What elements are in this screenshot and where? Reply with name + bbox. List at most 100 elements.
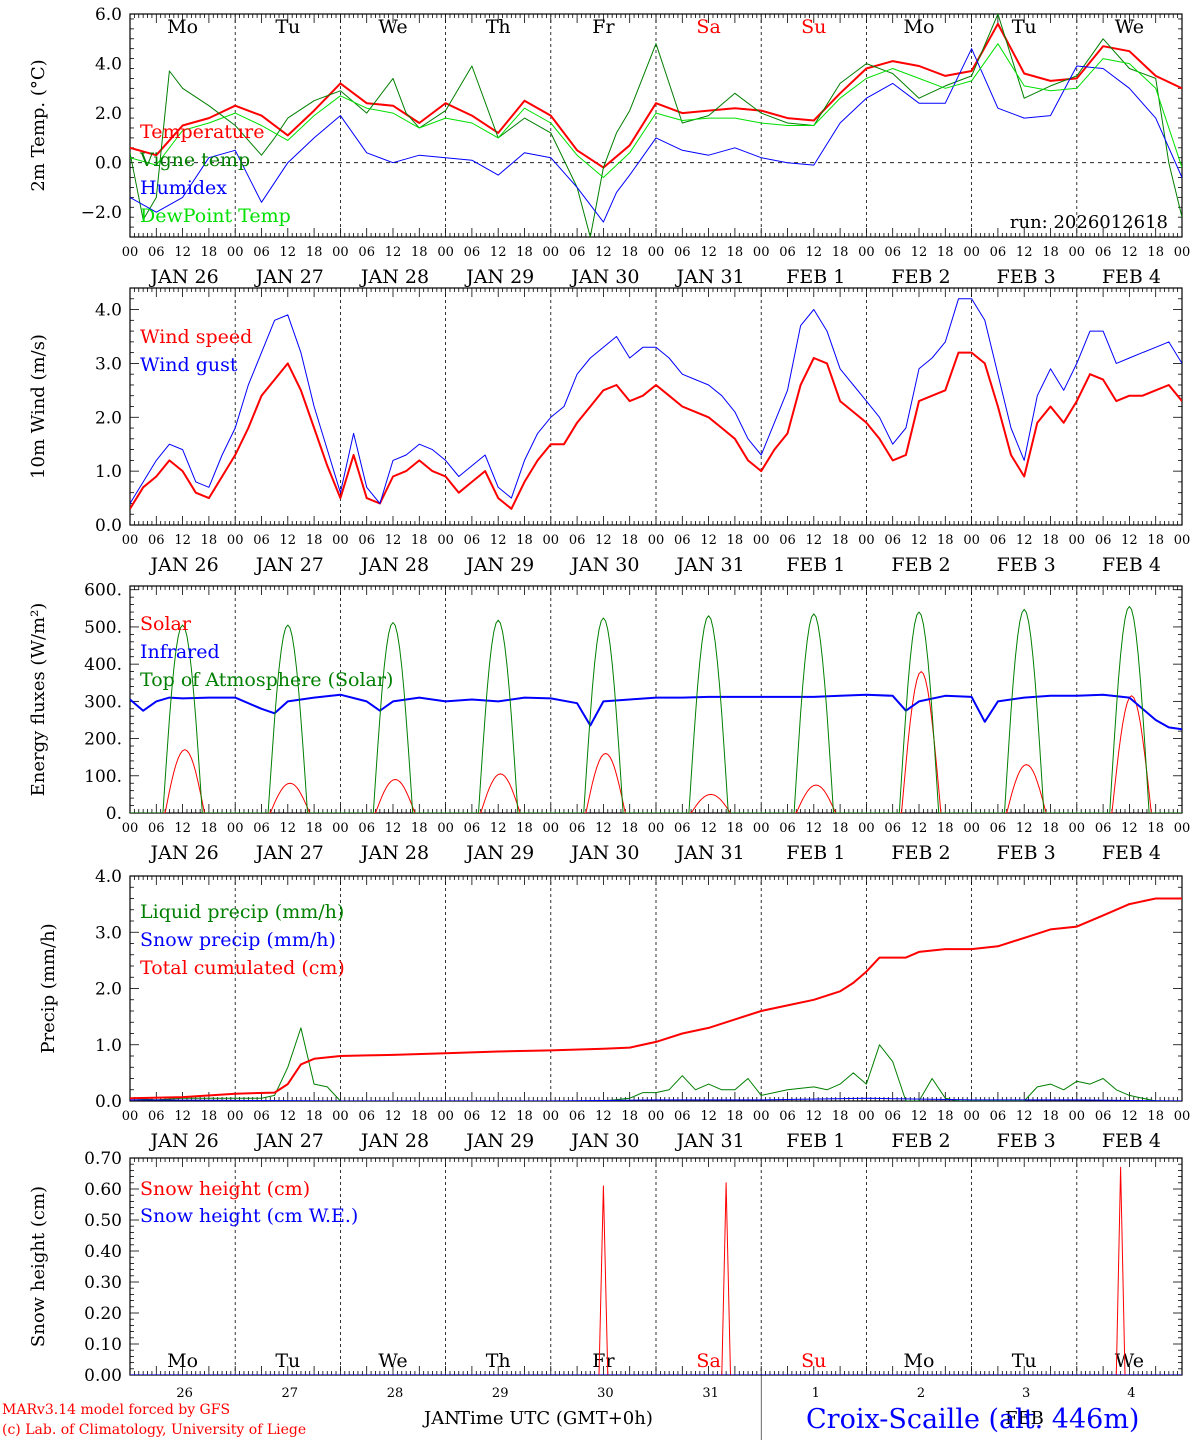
hour-tick-label: 00 — [332, 821, 349, 836]
y-tick-label: 0.10 — [84, 1335, 122, 1355]
hour-tick-label: 00 — [963, 245, 980, 260]
hour-tick-label: 18 — [411, 533, 428, 548]
weekday-label: Fr — [592, 1350, 615, 1372]
hour-tick-label: 06 — [253, 533, 270, 548]
hour-tick-label: 06 — [1095, 1109, 1112, 1124]
hour-tick-label: 00 — [437, 245, 454, 260]
y-tick-label: 500. — [84, 618, 122, 638]
y-tick-label: 0.60 — [84, 1180, 122, 1200]
hour-tick-label: 18 — [306, 1109, 323, 1124]
hour-tick-label: 18 — [832, 245, 849, 260]
series-line-top-of-atmosphere-solar- — [130, 606, 1182, 813]
hour-tick-label: 18 — [201, 821, 218, 836]
legend-entry: Humidex — [140, 177, 227, 199]
date-label: JAN 31 — [675, 266, 745, 288]
hour-tick-label: 12 — [490, 245, 507, 260]
y-tick-label: 0.50 — [84, 1211, 122, 1231]
wind-frame — [129, 287, 1183, 526]
hour-tick-label: 06 — [569, 533, 586, 548]
run-annotation: run: 2026012618 — [1010, 212, 1168, 233]
hour-tick-label: 12 — [385, 821, 402, 836]
hour-tick-label: 00 — [963, 1109, 980, 1124]
hour-tick-label: 00 — [1069, 1109, 1086, 1124]
hour-tick-label: 12 — [174, 245, 191, 260]
y-tick-label: 200. — [84, 730, 122, 750]
hour-tick-label: 18 — [516, 821, 533, 836]
date-label: FEB 2 — [891, 1130, 950, 1152]
hour-tick-label: 00 — [963, 533, 980, 548]
day-number-label: 31 — [702, 1386, 719, 1401]
hour-tick-label: 00 — [122, 533, 139, 548]
legend-entry: Temperature — [140, 121, 264, 143]
weekday-label: Th — [486, 1350, 511, 1372]
hour-tick-label: 18 — [727, 821, 744, 836]
temp-panel: −2.0 0.0 2.0 4.0 6.0 2m Temp. (°C) 00 06 12 18 JAN… — [28, 5, 1190, 288]
hour-tick-label: 12 — [385, 533, 402, 548]
hour-tick-label: 18 — [937, 821, 954, 836]
hour-tick-label: 00 — [227, 1109, 244, 1124]
y-tick-label: 0.00 — [84, 1366, 122, 1386]
hour-tick-label: 00 — [753, 1109, 770, 1124]
weekday-label: Mo — [167, 1350, 198, 1372]
date-label: JAN 26 — [149, 266, 219, 288]
hour-tick-label: 18 — [727, 245, 744, 260]
legend-entry: Wind speed — [140, 326, 252, 348]
legend-entry: Vigne temp — [139, 149, 250, 171]
weekday-label: We — [378, 1350, 407, 1372]
footer: MARv3.14 model forced by GFS (c) Lab. of… — [2, 1402, 1139, 1438]
weekday-label: Mo — [904, 16, 935, 38]
hour-tick-label: 12 — [806, 821, 823, 836]
day-number-label: 3 — [1022, 1386, 1030, 1401]
hour-tick-label: 18 — [201, 533, 218, 548]
hour-tick-label: 12 — [595, 245, 612, 260]
legend-entry: Infrared — [140, 641, 220, 663]
hour-tick-label: 12 — [595, 821, 612, 836]
hour-tick-label: 12 — [490, 533, 507, 548]
hour-tick-label: 12 — [280, 1109, 297, 1124]
y-tick-label: 3.0 — [95, 354, 122, 374]
hour-tick-label: 18 — [832, 821, 849, 836]
hour-tick-label: 18 — [411, 821, 428, 836]
date-label: JAN 31 — [675, 1130, 745, 1152]
weekday-label: Sa — [696, 1350, 720, 1372]
weekday-label: Tu — [275, 16, 300, 38]
hour-tick-label: 06 — [569, 1109, 586, 1124]
date-label: JAN 26 — [149, 1130, 219, 1152]
date-label: FEB 2 — [891, 266, 950, 288]
month-right-label: FEB — [1005, 1408, 1044, 1429]
hour-tick-label: 12 — [595, 533, 612, 548]
date-label: JAN 27 — [254, 266, 324, 288]
hour-tick-label: 18 — [1042, 821, 1059, 836]
hour-tick-label: 18 — [727, 533, 744, 548]
hour-tick-label: 18 — [621, 1109, 638, 1124]
hour-tick-label: 06 — [674, 1109, 691, 1124]
y-axis-title: 2m Temp. (°C) — [28, 59, 49, 191]
date-label: FEB 2 — [891, 554, 950, 576]
hour-tick-label: 00 — [1174, 533, 1191, 548]
legend-entry: Snow precip (mm/h) — [140, 929, 336, 951]
series-line-humidex — [130, 48, 1182, 223]
hour-tick-label: 00 — [543, 533, 560, 548]
hour-tick-label: 12 — [806, 533, 823, 548]
hour-tick-label: 12 — [490, 821, 507, 836]
hour-tick-label: 06 — [990, 821, 1007, 836]
hour-tick-label: 18 — [937, 245, 954, 260]
y-tick-label: 1.0 — [95, 1036, 122, 1056]
y-tick-label: 0.70 — [84, 1149, 122, 1169]
legend-entry: Snow height (cm W.E.) — [140, 1205, 358, 1227]
hour-tick-label: 18 — [832, 533, 849, 548]
hour-tick-label: 06 — [674, 533, 691, 548]
hour-tick-label: 18 — [411, 245, 428, 260]
hour-tick-label: 00 — [437, 821, 454, 836]
hour-tick-label: 12 — [1016, 533, 1033, 548]
date-label: JAN 30 — [569, 266, 639, 288]
series-line-snow-height-cm- — [130, 1166, 1182, 1375]
hour-tick-label: 00 — [122, 1109, 139, 1124]
hour-tick-label: 18 — [1042, 1109, 1059, 1124]
hour-tick-label: 06 — [1095, 533, 1112, 548]
hour-tick-label: 06 — [358, 821, 375, 836]
hour-tick-label: 12 — [806, 245, 823, 260]
hour-tick-label: 18 — [411, 1109, 428, 1124]
day-number-label: 30 — [597, 1386, 614, 1401]
